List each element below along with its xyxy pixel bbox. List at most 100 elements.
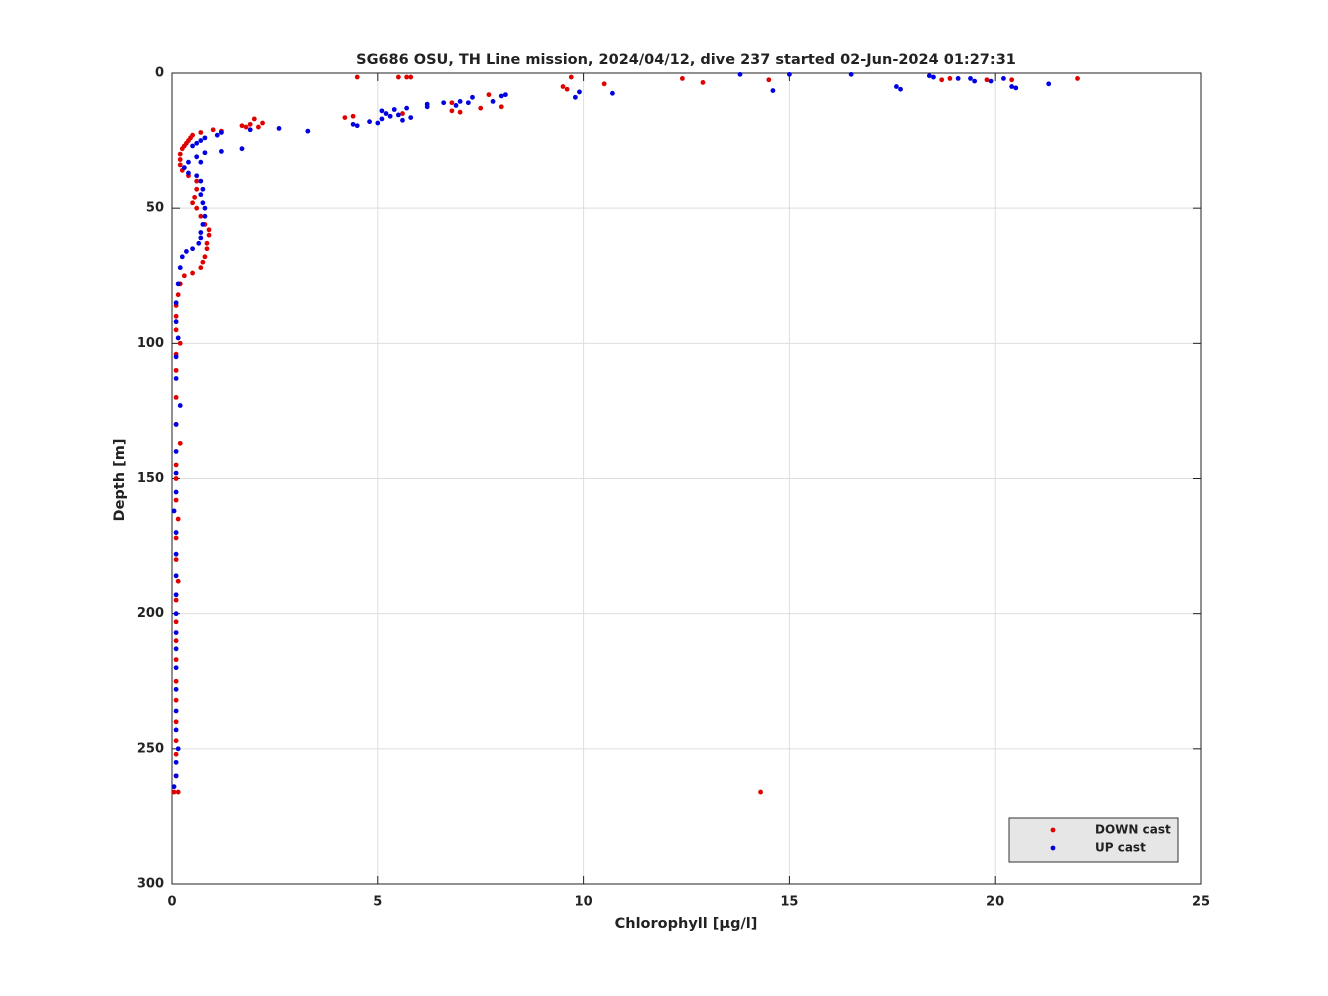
point xyxy=(190,246,195,252)
point xyxy=(173,462,179,468)
point xyxy=(490,98,496,104)
point xyxy=(898,86,903,92)
point xyxy=(173,678,179,684)
y-tick-label: 0 xyxy=(155,66,164,81)
point xyxy=(177,340,183,346)
point xyxy=(984,77,990,83)
point xyxy=(247,121,253,127)
point xyxy=(198,130,204,135)
point xyxy=(200,186,206,192)
point xyxy=(342,115,348,121)
point xyxy=(947,76,953,81)
axes-box xyxy=(171,72,1202,885)
point xyxy=(457,109,463,115)
point xyxy=(391,107,397,112)
point xyxy=(173,619,179,625)
point xyxy=(218,148,224,154)
point xyxy=(194,178,200,184)
point xyxy=(173,686,179,692)
point xyxy=(173,719,179,725)
point xyxy=(894,84,899,89)
point xyxy=(577,89,582,95)
point xyxy=(194,140,200,146)
point xyxy=(181,273,187,279)
point xyxy=(173,630,179,635)
point xyxy=(173,708,179,714)
point xyxy=(204,240,210,246)
point xyxy=(478,105,484,111)
point xyxy=(218,130,224,135)
point xyxy=(173,354,179,360)
point xyxy=(194,173,200,179)
point xyxy=(972,78,978,84)
legend-label: DOWN cast xyxy=(1095,823,1171,837)
point xyxy=(173,470,179,476)
x-tick-label: 15 xyxy=(780,895,798,910)
point xyxy=(931,74,936,80)
point xyxy=(679,76,685,81)
y-axis-label: Depth [m] xyxy=(112,439,128,522)
point xyxy=(173,611,179,617)
point xyxy=(173,376,179,381)
point xyxy=(453,103,459,108)
point xyxy=(173,535,179,541)
point xyxy=(179,146,185,152)
point xyxy=(173,592,179,598)
point xyxy=(206,232,212,238)
point xyxy=(173,327,179,333)
legend-marker xyxy=(1050,827,1056,833)
point xyxy=(200,259,206,265)
point xyxy=(375,120,381,126)
point xyxy=(404,105,410,111)
point xyxy=(568,74,574,80)
point xyxy=(700,80,706,85)
point xyxy=(175,292,181,298)
x-tick-label: 10 xyxy=(575,895,593,910)
point xyxy=(239,146,245,152)
point xyxy=(498,104,504,110)
point xyxy=(408,74,414,80)
point xyxy=(198,192,204,198)
point xyxy=(173,597,179,603)
point xyxy=(173,319,179,325)
point xyxy=(243,124,249,130)
point xyxy=(968,76,973,81)
point xyxy=(173,557,179,562)
point xyxy=(175,746,181,752)
point xyxy=(184,249,189,254)
point xyxy=(387,113,393,119)
point xyxy=(572,94,578,100)
point xyxy=(1046,81,1052,87)
point xyxy=(198,230,204,235)
point xyxy=(190,200,195,206)
point xyxy=(737,71,743,77)
point xyxy=(173,657,179,663)
point xyxy=(305,128,311,134)
point xyxy=(400,111,405,116)
point xyxy=(173,759,179,765)
point xyxy=(202,150,208,156)
point xyxy=(173,449,179,454)
point xyxy=(247,127,253,133)
point xyxy=(395,74,401,80)
point xyxy=(926,73,932,79)
point xyxy=(1013,85,1019,91)
point xyxy=(383,111,389,116)
point xyxy=(173,395,179,400)
point xyxy=(766,77,772,83)
point xyxy=(198,235,204,241)
point xyxy=(404,74,410,80)
point xyxy=(787,71,792,77)
point xyxy=(171,508,177,514)
point xyxy=(465,100,471,106)
point xyxy=(400,117,405,123)
legend-box xyxy=(1008,817,1179,863)
point xyxy=(367,119,372,125)
point xyxy=(449,100,455,106)
point xyxy=(173,573,179,579)
point xyxy=(177,403,183,408)
point xyxy=(198,159,204,165)
point xyxy=(190,143,195,149)
point xyxy=(173,646,179,652)
